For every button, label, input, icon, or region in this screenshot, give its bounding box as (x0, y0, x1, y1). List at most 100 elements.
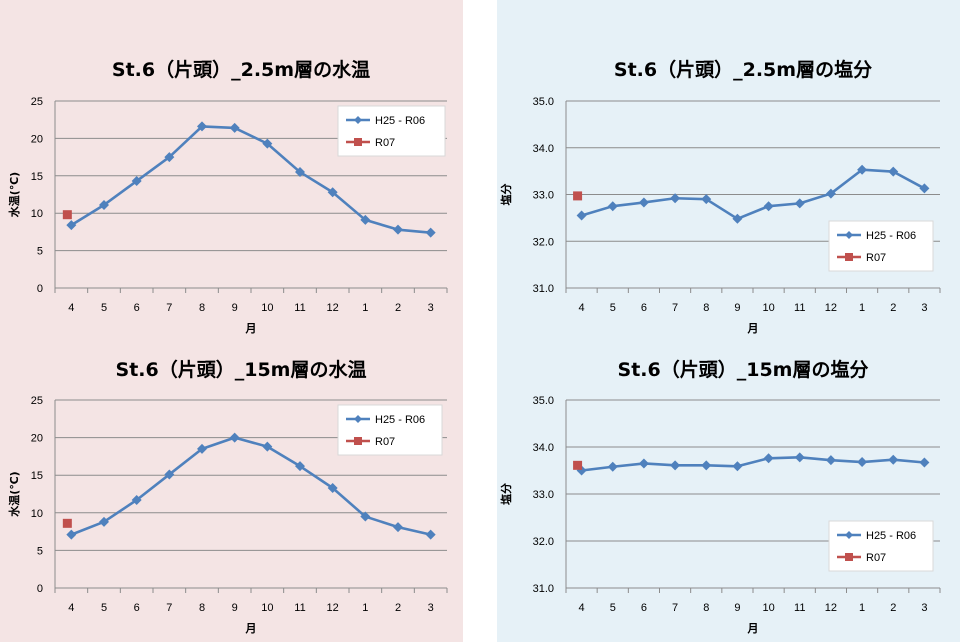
chart-title: St.6（片頭）_15m層の水温 (116, 358, 367, 381)
x-tick-label: 6 (134, 302, 140, 314)
x-tick-label: 7 (166, 302, 172, 314)
x-axis-label: 月 (747, 322, 759, 335)
series-line-h25-r06 (70, 436, 431, 536)
x-tick-label: 4 (68, 302, 74, 314)
data-point-h25-r06 (229, 122, 240, 133)
y-tick-label: 33.0 (533, 489, 554, 501)
x-tick-label: 12 (327, 602, 339, 614)
x-tick-label: 5 (610, 602, 616, 614)
y-tick-label: 10 (31, 508, 43, 520)
data-point-h25-r06 (670, 193, 681, 204)
x-tick-label: 3 (921, 602, 927, 614)
data-point-h25-r06 (794, 452, 805, 463)
x-tick-label: 11 (794, 602, 805, 614)
x-axis-label: 月 (245, 622, 257, 635)
y-tick-label: 10 (31, 208, 43, 220)
x-tick-label: 5 (610, 302, 616, 314)
data-point-h25-r06 (576, 210, 587, 221)
legend-swatch-marker-h25-r06 (845, 231, 853, 239)
x-tick-label: 9 (734, 302, 740, 314)
chart-salinity-2-5m: St.6（片頭）_2.5m層の塩分 31.0 32.0 33.0 34.0 35.0 4 5 6… (499, 58, 941, 335)
data-point-h25-r06 (327, 482, 338, 493)
x-tick-label: 10 (261, 602, 273, 614)
x-tick-label: 1 (859, 302, 865, 314)
x-tick-label: 1 (362, 302, 368, 314)
x-tick-label: 4 (68, 602, 74, 614)
legend-label-h25-r06: H25 - R06 (866, 530, 916, 542)
y-tick-label: 15 (31, 470, 43, 482)
x-tick-label: 7 (672, 602, 678, 614)
legend-swatch-marker-r07 (354, 138, 362, 146)
data-point-h25-r06 (327, 187, 338, 198)
x-axis-label: 月 (245, 322, 257, 335)
x-tick-label: 2 (890, 302, 896, 314)
x-tick-label: 12 (327, 302, 339, 314)
data-point-h25-r06 (919, 457, 930, 468)
legend-label-r07: R07 (866, 252, 886, 264)
y-tick-label: 32.0 (533, 236, 554, 248)
x-tick-label: 6 (641, 602, 647, 614)
data-point-h25-r06 (229, 432, 240, 443)
data-point-h25-r06 (763, 453, 774, 464)
data-point-h25-r06 (638, 458, 649, 469)
data-point-h25-r06 (607, 201, 618, 212)
data-point-h25-r06 (295, 461, 305, 472)
data-point-h25-r06 (794, 198, 805, 209)
data-point-h25-r06 (393, 522, 403, 533)
x-tick-label: 2 (395, 602, 401, 614)
x-tick-label: 3 (921, 302, 927, 314)
data-point-h25-r06 (164, 152, 175, 163)
y-tick-label: 35.0 (533, 96, 554, 108)
legend-label-r07: R07 (375, 137, 395, 149)
data-point-h25-r06 (425, 227, 436, 238)
x-tick-label: 8 (199, 602, 205, 614)
legend-swatch-marker-h25-r06 (845, 531, 853, 539)
y-tick-label: 5 (37, 246, 43, 258)
data-point-h25-r06 (66, 220, 77, 231)
x-tick-label: 11 (794, 302, 805, 314)
data-point-h25-r06 (425, 529, 436, 540)
data-point-h25-r06 (857, 164, 868, 175)
data-point-r07 (573, 460, 583, 470)
y-tick-label: 33.0 (533, 190, 554, 202)
series-line-h25-r06 (581, 456, 925, 472)
y-tick-label: 31.0 (533, 583, 554, 595)
legend-box (337, 105, 446, 157)
data-point-h25-r06 (857, 457, 868, 468)
data-point-h25-r06 (576, 465, 587, 476)
legend-swatch-marker-h25-r06 (354, 415, 362, 423)
x-tick-label: 12 (825, 602, 837, 614)
legend-label-h25-r06: H25 - R06 (375, 414, 425, 426)
y-tick-label: 35.0 (533, 395, 554, 407)
data-point-h25-r06 (638, 197, 649, 208)
legend-box (828, 520, 934, 572)
y-tick-label: 34.0 (533, 143, 554, 155)
x-tick-label: 6 (641, 302, 647, 314)
data-point-h25-r06 (360, 214, 371, 225)
y-axis-label: 水温(℃) (7, 172, 21, 217)
chart-title: St.6（片頭）_2.5m層の塩分 (614, 58, 872, 81)
x-tick-label: 3 (428, 602, 434, 614)
x-tick-label: 3 (428, 302, 434, 314)
x-tick-label: 2 (395, 302, 401, 314)
data-point-h25-r06 (99, 199, 109, 210)
x-tick-label: 6 (134, 602, 140, 614)
x-tick-label: 8 (199, 302, 205, 314)
legend-swatch-marker-h25-r06 (354, 116, 362, 124)
legend-label-r07: R07 (866, 552, 886, 564)
y-axis-label: 塩分 (499, 483, 513, 505)
data-point-h25-r06 (607, 461, 618, 472)
data-point-h25-r06 (360, 511, 371, 522)
data-point-h25-r06 (763, 201, 774, 212)
y-tick-label: 34.0 (533, 442, 554, 454)
data-point-r07 (62, 518, 72, 528)
data-point-h25-r06 (99, 516, 109, 527)
data-point-r07 (62, 210, 72, 220)
data-point-h25-r06 (262, 441, 273, 452)
data-point-h25-r06 (919, 183, 930, 194)
data-point-h25-r06 (888, 166, 899, 177)
legend-box (828, 220, 934, 272)
data-point-h25-r06 (197, 443, 207, 454)
y-tick-label: 20 (31, 433, 43, 445)
data-point-h25-r06 (701, 460, 712, 471)
